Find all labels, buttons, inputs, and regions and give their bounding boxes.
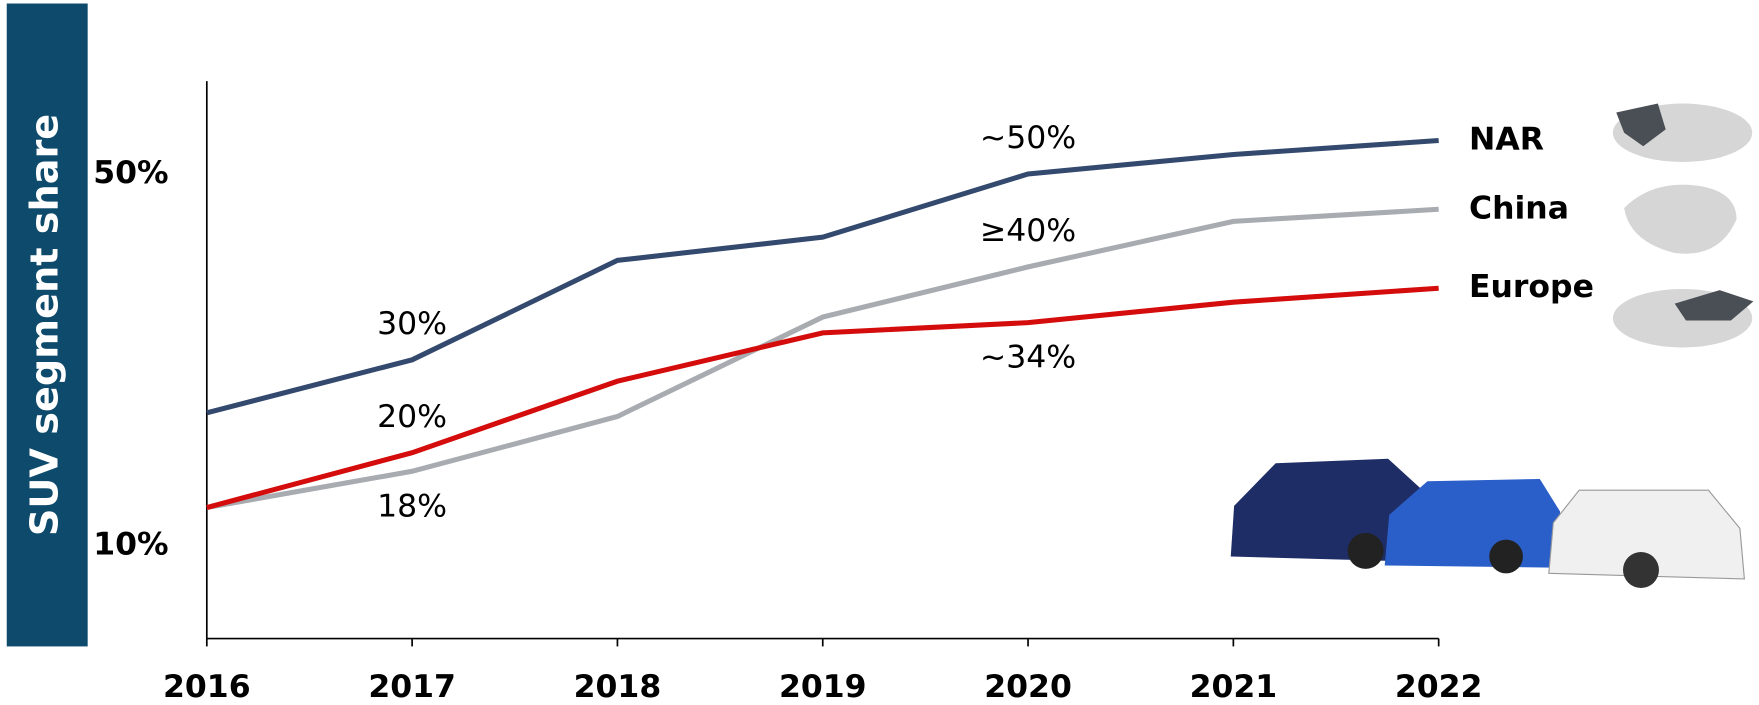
series-label: NAR — [1469, 122, 1544, 158]
cars — [1231, 459, 1745, 588]
data-label: 30% — [377, 306, 447, 342]
series-label: Europe — [1469, 269, 1594, 305]
y-axis-title: SUV segment share — [24, 114, 68, 536]
data-label: ~34% — [980, 340, 1076, 376]
maps — [1613, 104, 1753, 348]
x-tick-label: 2016 — [163, 669, 251, 705]
series-line — [207, 141, 1439, 413]
series-line — [207, 209, 1439, 507]
data-label: 18% — [377, 488, 447, 524]
y-tick-label: 50% — [93, 155, 168, 191]
x-tick-label: 2022 — [1395, 669, 1483, 705]
x-tick-label: 2018 — [574, 669, 662, 705]
x-tick-label: 2021 — [1190, 669, 1278, 705]
x-tick-label: 2017 — [368, 669, 456, 705]
x-tick-label: 2019 — [779, 669, 867, 705]
data-label: 20% — [377, 399, 447, 435]
data-label: ~50% — [980, 120, 1076, 156]
chart: SUV segment share 10% 50% 2016 2017 2018 2019… — [0, 0, 1759, 705]
data-label: ≥40% — [980, 213, 1076, 249]
series-label: China — [1469, 190, 1569, 226]
y-tick-label: 10% — [93, 527, 168, 563]
x-tick-label: 2020 — [984, 669, 1072, 705]
